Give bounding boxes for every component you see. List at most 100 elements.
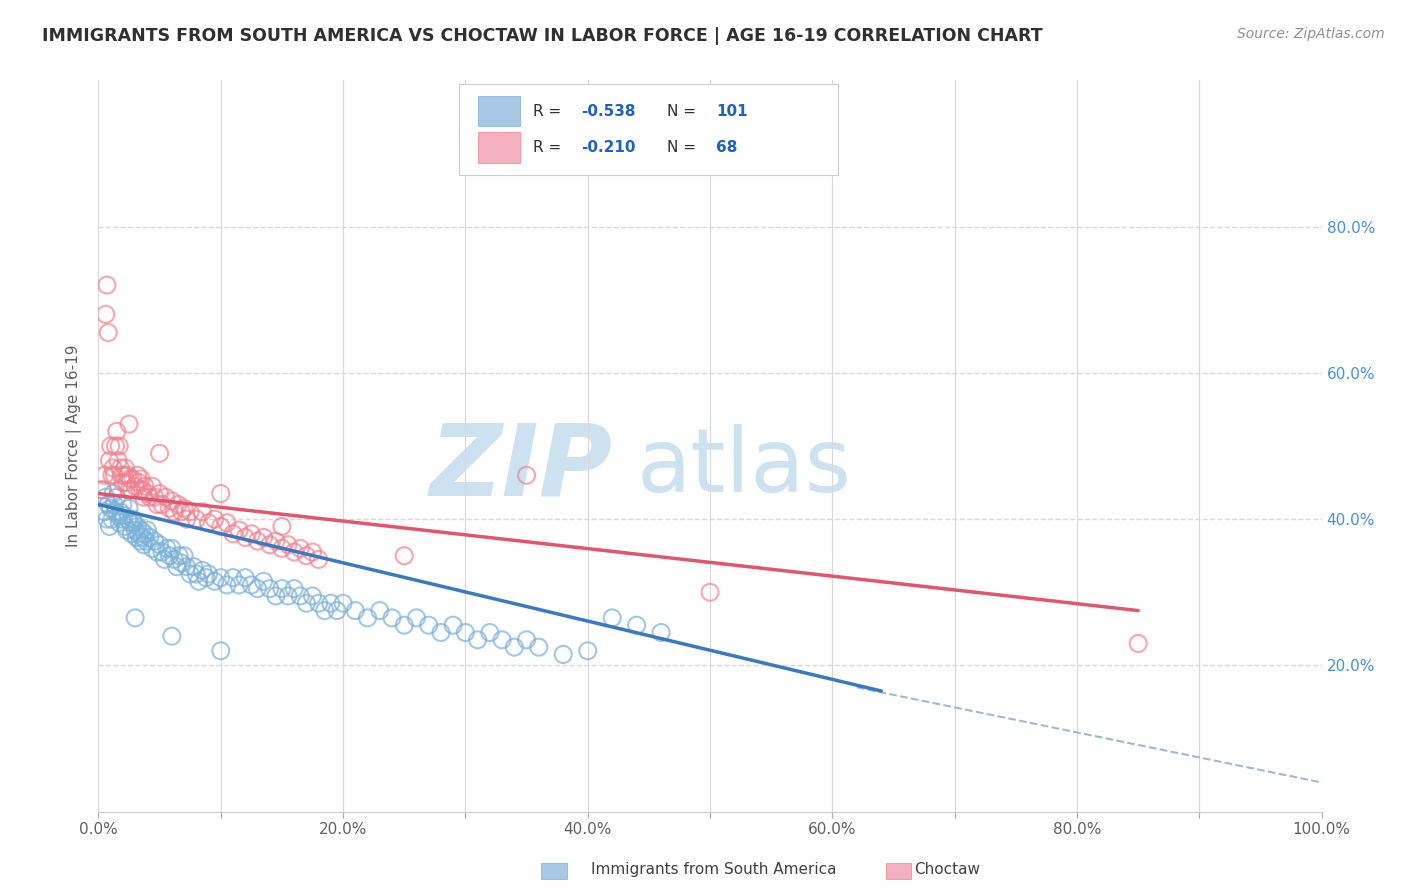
Point <box>121 472 143 486</box>
Point <box>118 501 141 516</box>
Point <box>277 538 299 552</box>
Point <box>105 490 128 504</box>
Point <box>149 538 172 552</box>
Point <box>240 526 263 541</box>
Point <box>301 545 323 559</box>
Point <box>270 582 294 596</box>
Point <box>301 589 323 603</box>
Point <box>103 498 125 512</box>
Point <box>97 326 120 340</box>
Point <box>176 559 198 574</box>
Point <box>150 498 173 512</box>
Point <box>467 632 489 647</box>
Point <box>120 483 142 497</box>
Point <box>108 439 131 453</box>
Point <box>454 625 477 640</box>
Point <box>131 483 153 497</box>
Point <box>368 603 391 617</box>
Point <box>112 508 135 523</box>
Point <box>132 538 155 552</box>
Point <box>94 307 117 321</box>
Point <box>100 501 122 516</box>
Point <box>228 578 250 592</box>
Point <box>197 567 219 582</box>
Point <box>209 519 232 533</box>
Point <box>222 571 245 585</box>
Text: atlas: atlas <box>637 425 852 511</box>
Point <box>111 475 134 490</box>
Point <box>197 516 219 530</box>
Point <box>491 632 513 647</box>
Point <box>167 549 190 563</box>
Point <box>228 523 250 537</box>
Point <box>135 534 157 549</box>
Point <box>344 603 367 617</box>
Point <box>141 541 163 556</box>
Point <box>283 582 305 596</box>
Point <box>129 483 152 497</box>
Point <box>252 530 274 544</box>
Text: IMMIGRANTS FROM SOUTH AMERICA VS CHOCTAW IN LABOR FORCE | AGE 16-19 CORRELATION : IMMIGRANTS FROM SOUTH AMERICA VS CHOCTAW… <box>42 27 1043 45</box>
Point <box>108 516 131 530</box>
Point <box>136 486 159 500</box>
Point <box>163 505 186 519</box>
Point <box>146 498 169 512</box>
Point <box>308 552 330 566</box>
Point <box>553 648 575 662</box>
Point <box>122 516 145 530</box>
Point <box>381 611 404 625</box>
Point <box>155 490 177 504</box>
Text: Choctaw: Choctaw <box>914 863 980 877</box>
Point <box>111 498 134 512</box>
Point <box>143 490 166 504</box>
Point <box>118 483 141 497</box>
Bar <box>478 95 520 127</box>
Point <box>1128 636 1150 650</box>
Point <box>209 644 232 658</box>
Point <box>110 505 132 519</box>
Point <box>121 512 143 526</box>
Point <box>215 578 238 592</box>
Point <box>104 505 127 519</box>
Point <box>246 534 269 549</box>
Point <box>167 498 190 512</box>
Text: R =: R = <box>533 103 565 119</box>
Point <box>107 453 129 467</box>
Point <box>111 468 134 483</box>
Point <box>503 640 526 655</box>
Point <box>204 512 226 526</box>
Point <box>128 475 150 490</box>
Point <box>441 618 464 632</box>
Point <box>105 425 128 439</box>
Point <box>259 538 281 552</box>
Point <box>160 629 183 643</box>
Point <box>100 439 122 453</box>
Point <box>326 603 349 617</box>
Point <box>125 530 148 544</box>
Point <box>150 545 173 559</box>
Point <box>215 516 238 530</box>
Point <box>173 501 195 516</box>
Point <box>170 505 193 519</box>
Point <box>314 603 336 617</box>
Point <box>191 505 214 519</box>
Point <box>191 563 214 577</box>
Point <box>141 479 163 493</box>
Point <box>233 571 256 585</box>
Text: 101: 101 <box>716 103 748 119</box>
Point <box>93 468 115 483</box>
Point <box>233 530 256 544</box>
Point <box>270 541 294 556</box>
Point <box>515 632 537 647</box>
Point <box>101 512 124 526</box>
Text: N =: N = <box>668 140 702 155</box>
Point <box>270 519 294 533</box>
Point <box>127 519 149 533</box>
Point <box>129 472 152 486</box>
Point <box>290 541 312 556</box>
Point <box>277 589 299 603</box>
Text: 68: 68 <box>716 140 738 155</box>
Point <box>418 618 440 632</box>
Point <box>97 498 120 512</box>
Text: R =: R = <box>533 140 565 155</box>
